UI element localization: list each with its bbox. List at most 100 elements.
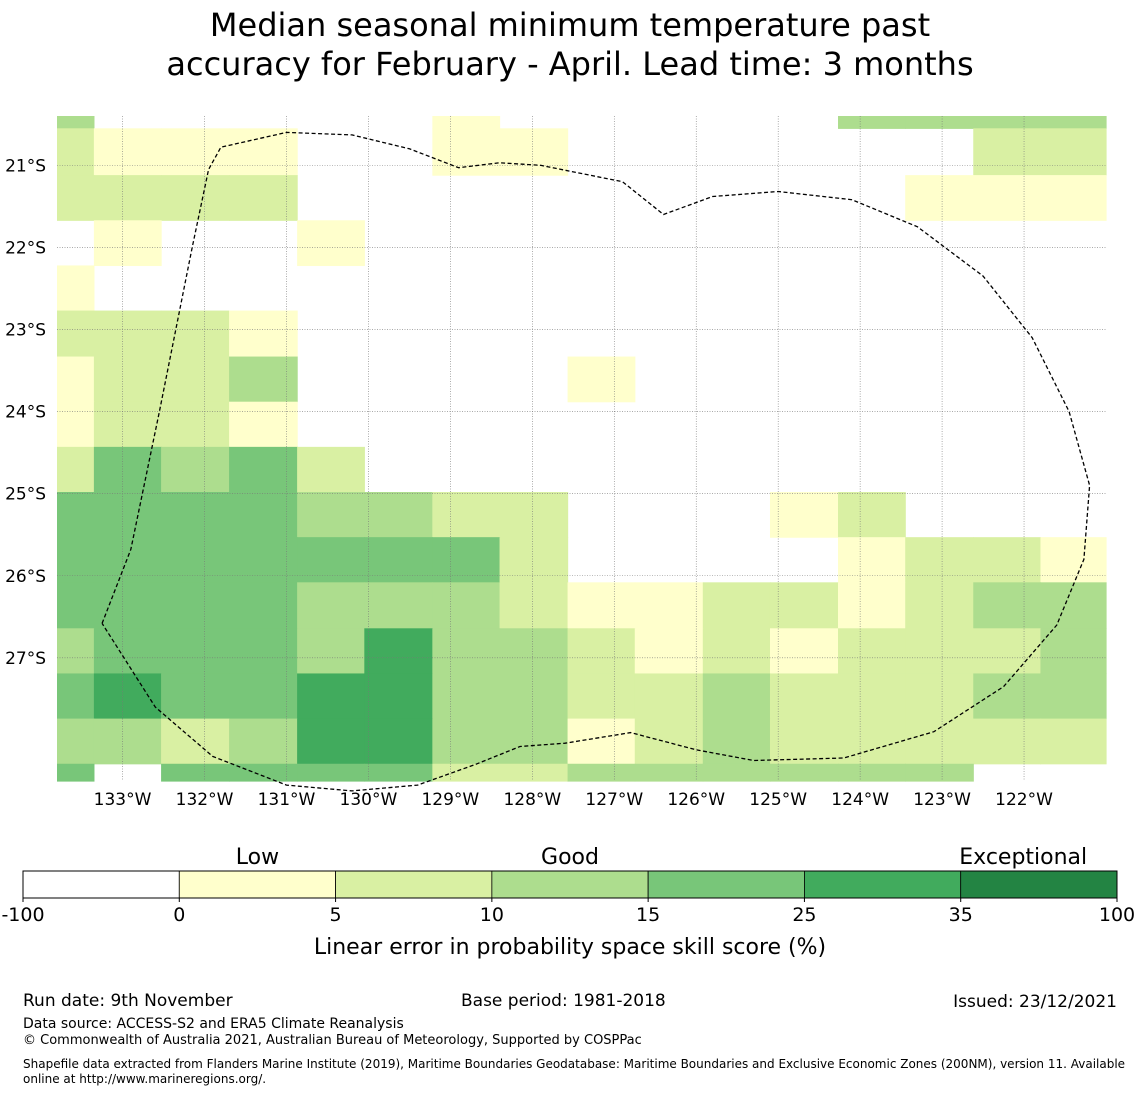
grid-cell	[93, 356, 162, 403]
grid-cell	[432, 718, 501, 765]
grid-cell	[769, 763, 839, 782]
skill-map: 133°W 132°W 131°W 130°W 129°W 128°W 127°W 126°W…	[5, 116, 1107, 810]
grid-cell	[161, 128, 230, 176]
grid-cell	[838, 763, 906, 782]
grid-cell	[297, 673, 365, 720]
grid-cell	[1040, 537, 1107, 583]
grid-cell	[905, 718, 974, 765]
grid-cell	[229, 310, 298, 358]
grid-cell	[432, 673, 501, 720]
grid-cell	[973, 116, 1042, 129]
grid-cell	[93, 537, 162, 583]
grid-cell	[905, 537, 974, 583]
grid-cell	[432, 116, 501, 129]
base-period: Base period: 1981-2018	[461, 991, 666, 1011]
grid-cell	[93, 310, 162, 358]
grid-cell	[567, 356, 636, 403]
lat-tick-label: 22°S	[5, 238, 46, 258]
grid-cell	[297, 446, 365, 493]
grid-cell	[499, 537, 569, 583]
grid-cell	[838, 718, 906, 765]
grid-cell	[93, 718, 162, 765]
colorbar-tick-label: 0	[173, 904, 185, 926]
lon-tick-label: 122°W	[995, 790, 1053, 810]
colorbar-segment	[647, 870, 805, 899]
grid-cell	[93, 628, 162, 675]
colorbar-tick-label: 35	[949, 904, 973, 926]
colorbar-category-label: Low	[236, 845, 279, 870]
lon-tick-label: 132°W	[176, 790, 234, 810]
grid-cell	[229, 537, 298, 583]
lat-tick-label: 26°S	[5, 567, 46, 587]
grid-cell	[229, 718, 298, 765]
grid-cell	[161, 673, 230, 720]
grid-cell	[567, 582, 636, 629]
grid-cell	[161, 356, 230, 403]
colorbar-frame	[22, 870, 1118, 899]
lon-tick-label: 128°W	[503, 790, 561, 810]
grid-cell	[973, 628, 1042, 675]
grid-cell	[297, 492, 365, 538]
colorbar-tick-label: 10	[480, 904, 504, 926]
grid-cell	[634, 673, 704, 720]
grid-cell	[702, 673, 771, 720]
colorbar-axis-label: Linear error in probability space skill …	[314, 935, 826, 960]
grid-cell	[57, 763, 95, 782]
grid-cell	[702, 628, 771, 675]
grid-cell	[364, 763, 433, 782]
colorbar-segment	[804, 870, 962, 899]
grid-cell	[567, 763, 636, 782]
grid-cell	[57, 265, 95, 312]
grid-cell	[57, 718, 95, 765]
grid-cell	[229, 401, 298, 448]
colorbar-segment	[960, 870, 1118, 899]
grid-cell	[499, 628, 569, 675]
grid-cell	[57, 628, 95, 675]
grid-cell	[905, 673, 974, 720]
grid-cell	[769, 492, 839, 538]
grid-cell	[973, 128, 1042, 176]
grid-cell	[161, 582, 230, 629]
colorbar-segment	[491, 870, 649, 899]
grid-cell	[769, 718, 839, 765]
colorbar-segment	[22, 870, 180, 899]
lon-tick-label: 126°W	[667, 790, 725, 810]
grid-cell	[161, 492, 230, 538]
grid-cell	[838, 582, 906, 629]
grid-cell	[499, 582, 569, 629]
grid-cell	[229, 628, 298, 675]
grid-cell	[229, 128, 298, 176]
grid-cell	[634, 763, 704, 782]
grid-cell	[905, 116, 974, 129]
grid-cell	[499, 763, 569, 782]
grid-cell	[93, 446, 162, 493]
grid-cell	[57, 401, 95, 448]
colorbar-tick-label: 5	[330, 904, 342, 926]
grid-cell	[161, 446, 230, 493]
grid-cell	[567, 628, 636, 675]
lat-tick-label: 23°S	[5, 320, 46, 340]
grid-cell	[161, 310, 230, 358]
run-date: Run date: 9th November	[23, 991, 233, 1011]
grid-cell	[838, 673, 906, 720]
grid-cell	[229, 356, 298, 403]
grid-cell	[838, 492, 906, 538]
grid-cell	[905, 175, 974, 221]
grid-cell	[973, 537, 1042, 583]
gridlines	[57, 116, 1106, 781]
colorbar-segment	[178, 870, 336, 899]
colorbar-tick-label: 100	[1099, 904, 1135, 926]
shapefile-credit: Shapefile data extracted from Flanders M…	[23, 1057, 1126, 1086]
grid-cell	[229, 492, 298, 538]
grid-cell	[93, 175, 162, 221]
grid-cell	[499, 673, 569, 720]
grid-cell	[702, 582, 771, 629]
grid-cell	[93, 582, 162, 629]
grid-cell	[57, 116, 95, 129]
lon-tick-label: 127°W	[585, 790, 643, 810]
grid-cell	[1040, 175, 1107, 221]
grid-cell	[57, 492, 95, 538]
grid-cell	[57, 582, 95, 629]
grid-cell	[364, 673, 433, 720]
grid-cell	[229, 175, 298, 221]
